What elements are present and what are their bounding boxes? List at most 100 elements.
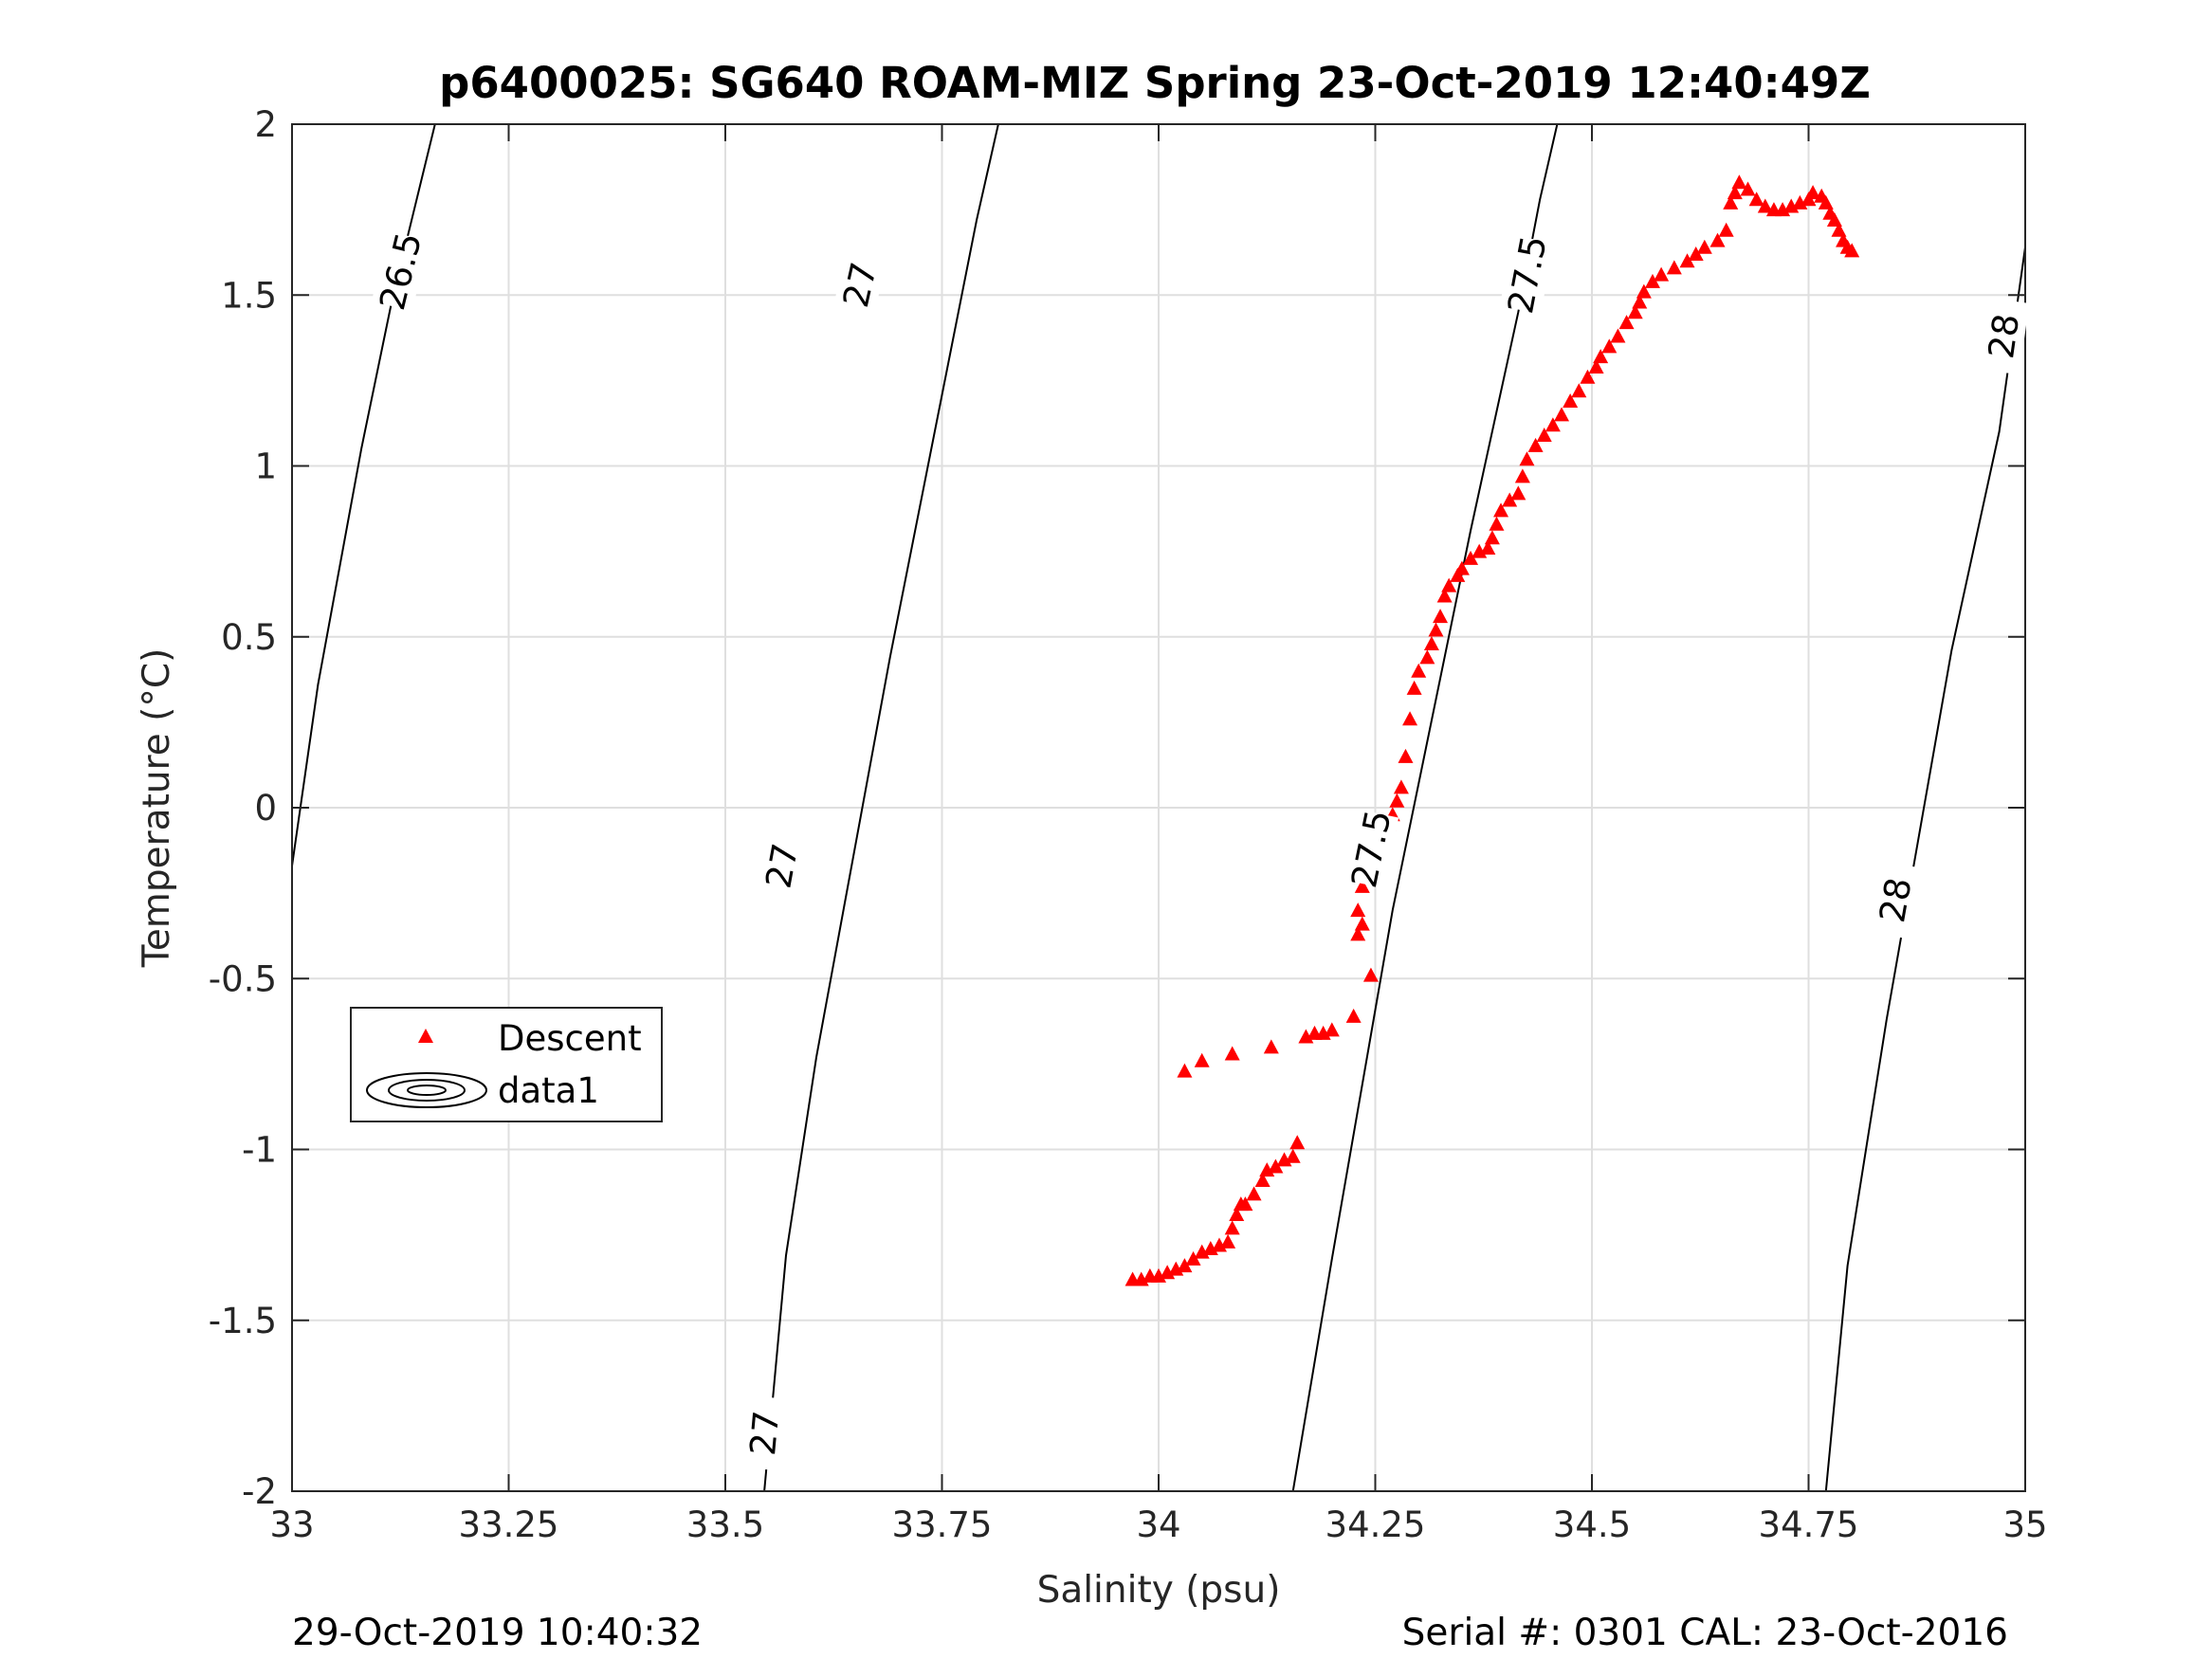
descent-point xyxy=(1666,260,1682,275)
y-tick-label: 1.5 xyxy=(221,275,277,316)
descent-point xyxy=(1398,748,1414,763)
contour-line xyxy=(1291,123,1559,1492)
contour-label-bg xyxy=(754,826,809,905)
y-tick-label: 2 xyxy=(254,104,277,145)
contour-label-bg xyxy=(740,1395,789,1471)
legend-triangle-icon xyxy=(418,1029,433,1043)
descent-point xyxy=(1229,1206,1245,1221)
descent-point xyxy=(1805,185,1821,200)
x-tick-label: 33.25 xyxy=(459,1504,559,1545)
descent-point xyxy=(1433,609,1449,624)
descent-point xyxy=(1632,294,1648,309)
descent-point xyxy=(1731,174,1747,190)
x-axis-label: Salinity (psu) xyxy=(1037,1569,1281,1612)
descent-point xyxy=(1423,635,1439,650)
descent-point xyxy=(1453,560,1470,575)
descent-point xyxy=(1588,358,1604,374)
descent-point xyxy=(1345,1008,1362,1023)
descent-point xyxy=(1688,246,1704,261)
contour-label-bg xyxy=(1868,861,1923,939)
chart-title: p6400025: SG640 ROAM-MIZ Spring 23-Oct-2… xyxy=(439,58,1871,108)
x-tick-label: 33.5 xyxy=(686,1504,764,1545)
contour-label-bg xyxy=(1343,809,1399,888)
descent-point xyxy=(1563,393,1579,409)
descent-point xyxy=(1618,315,1635,330)
descent-point xyxy=(1527,437,1544,452)
y-tick-label: 1 xyxy=(254,447,277,487)
contour-line xyxy=(1824,246,2026,1492)
y-tick-label: -1 xyxy=(242,1130,277,1171)
x-tick-label: 34.25 xyxy=(1325,1504,1426,1545)
x-tick-label: 34.5 xyxy=(1553,1504,1631,1545)
descent-point xyxy=(1350,926,1366,941)
contour-label-bg xyxy=(831,245,888,325)
descent-point xyxy=(1644,273,1660,288)
descent-point xyxy=(1484,530,1500,545)
descent-point xyxy=(1654,266,1670,282)
descent-point xyxy=(1571,383,1587,398)
y-axis-label: Temperature (°C) xyxy=(136,648,178,969)
contour-label-text: 27 xyxy=(742,1409,787,1457)
y-tick-label: 0 xyxy=(254,788,277,829)
descent-point xyxy=(1419,649,1435,665)
legend-label-descent: Descent xyxy=(498,1018,642,1059)
descent-point xyxy=(1285,1148,1301,1163)
contour-label-text: 27 xyxy=(758,840,806,891)
descent-point xyxy=(1740,181,1756,196)
descent-point xyxy=(1610,328,1626,343)
descent-point xyxy=(1831,222,1847,237)
descent-point xyxy=(1493,502,1509,518)
descent-point xyxy=(1402,711,1418,726)
descent-point xyxy=(1393,779,1409,794)
x-axis-ticks: 33 33.25 33.5 33.75 34 34.25 34.5 34.75 35 xyxy=(269,124,2048,1545)
footer-timestamp: 29-Oct-2019 10:40:32 xyxy=(292,1612,703,1654)
contour-label-bg xyxy=(1499,235,1555,315)
descent-point xyxy=(1502,492,1518,507)
descent-point xyxy=(1254,1172,1271,1187)
contour-line xyxy=(763,123,999,1492)
footer-serial-cal: Serial #: 0301 CAL: 23-Oct-2016 xyxy=(1402,1612,2008,1654)
descent-point xyxy=(1554,407,1570,422)
legend[interactable]: Descent data1 xyxy=(350,1007,663,1122)
descent-point xyxy=(1441,577,1457,592)
contour-label-bg xyxy=(1978,297,2030,375)
contour-label: 27 xyxy=(831,245,888,325)
legend-contour-icon xyxy=(366,1072,487,1108)
y-tick-label: 0.5 xyxy=(221,617,277,658)
descent-point xyxy=(1436,588,1453,603)
contour-label-bg xyxy=(371,230,430,312)
descent-point xyxy=(1718,222,1734,237)
x-tick-label: 35 xyxy=(2002,1504,2047,1545)
y-axis-ticks: 2 1.5 1 0.5 0 -0.5 -1 -1.5 -2 xyxy=(209,104,2025,1512)
descent-point xyxy=(1696,239,1712,254)
descent-point xyxy=(1601,338,1618,354)
contour-label: 27 xyxy=(740,1395,789,1471)
descent-point xyxy=(1362,967,1379,982)
descent-point xyxy=(1627,304,1643,319)
x-tick-label: 34 xyxy=(1136,1504,1180,1545)
descent-point xyxy=(1723,194,1739,210)
descent-point xyxy=(1177,1258,1193,1273)
x-tick-label: 33 xyxy=(269,1504,314,1545)
descent-point xyxy=(1289,1135,1306,1150)
contour-label: 28 xyxy=(1868,861,1923,939)
contour-label-text: 27 xyxy=(835,259,885,311)
descent-point xyxy=(1748,191,1764,207)
descent-point xyxy=(1826,211,1842,227)
contour-label: 28 xyxy=(1978,297,2030,375)
descent-point xyxy=(1354,916,1370,931)
descent-point xyxy=(1757,198,1773,213)
descent-point xyxy=(1185,1250,1201,1266)
descent-point xyxy=(1263,1039,1279,1054)
descent-point xyxy=(1679,253,1695,268)
descent-point xyxy=(1224,1220,1240,1235)
descent-point xyxy=(1489,516,1505,531)
contour-label-text: 28 xyxy=(1981,311,2027,361)
descent-point xyxy=(1536,428,1552,443)
descent-point xyxy=(1268,1158,1284,1174)
descent-point xyxy=(1519,451,1535,466)
descent-point xyxy=(1844,243,1860,258)
descent-point xyxy=(1389,793,1405,808)
